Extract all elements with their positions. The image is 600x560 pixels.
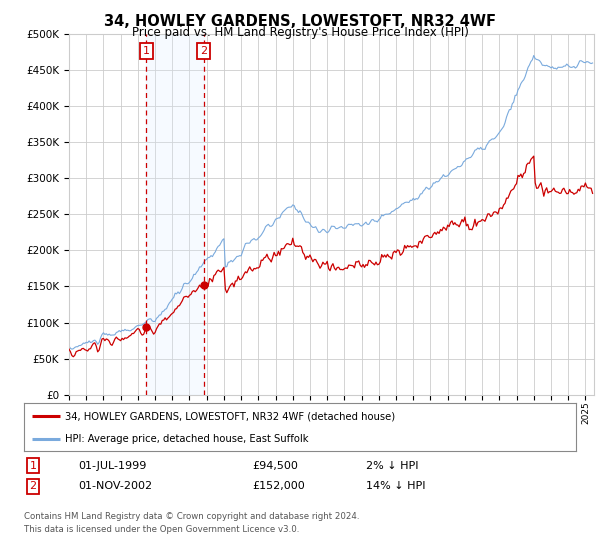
Text: 01-JUL-1999: 01-JUL-1999	[78, 461, 146, 471]
Text: 1: 1	[29, 461, 37, 471]
Text: 2: 2	[29, 481, 37, 491]
Text: £94,500: £94,500	[252, 461, 298, 471]
Text: 2: 2	[200, 46, 208, 56]
Text: 01-NOV-2002: 01-NOV-2002	[78, 481, 152, 491]
Text: 1: 1	[143, 46, 150, 56]
Text: Contains HM Land Registry data © Crown copyright and database right 2024.: Contains HM Land Registry data © Crown c…	[24, 512, 359, 521]
Text: 34, HOWLEY GARDENS, LOWESTOFT, NR32 4WF (detached house): 34, HOWLEY GARDENS, LOWESTOFT, NR32 4WF …	[65, 411, 395, 421]
Text: 14% ↓ HPI: 14% ↓ HPI	[366, 481, 425, 491]
Text: 2% ↓ HPI: 2% ↓ HPI	[366, 461, 419, 471]
Text: Price paid vs. HM Land Registry's House Price Index (HPI): Price paid vs. HM Land Registry's House …	[131, 26, 469, 39]
Text: 34, HOWLEY GARDENS, LOWESTOFT, NR32 4WF: 34, HOWLEY GARDENS, LOWESTOFT, NR32 4WF	[104, 14, 496, 29]
Bar	[146, 34, 204, 395]
Text: £152,000: £152,000	[252, 481, 305, 491]
Text: HPI: Average price, detached house, East Suffolk: HPI: Average price, detached house, East…	[65, 434, 309, 444]
Text: This data is licensed under the Open Government Licence v3.0.: This data is licensed under the Open Gov…	[24, 525, 299, 534]
